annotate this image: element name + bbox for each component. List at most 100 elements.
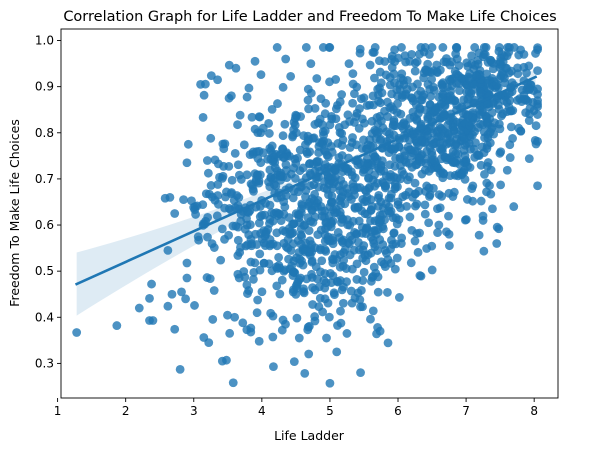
data-point bbox=[392, 107, 402, 117]
data-point bbox=[368, 306, 378, 316]
data-point bbox=[274, 252, 284, 262]
data-point bbox=[255, 265, 265, 275]
data-point bbox=[218, 171, 228, 181]
data-point bbox=[433, 228, 442, 237]
data-point bbox=[393, 200, 403, 210]
data-point bbox=[345, 220, 355, 230]
data-point bbox=[264, 177, 273, 187]
data-point bbox=[528, 98, 538, 107]
data-point bbox=[444, 188, 454, 198]
data-point bbox=[348, 79, 358, 89]
data-point bbox=[335, 207, 345, 217]
data-point bbox=[315, 138, 324, 147]
data-point bbox=[331, 114, 341, 124]
data-point bbox=[495, 124, 505, 134]
data-point bbox=[390, 161, 400, 171]
data-point bbox=[462, 87, 471, 97]
x-tick-label: 6 bbox=[394, 404, 402, 418]
data-point bbox=[177, 287, 186, 297]
data-point bbox=[252, 308, 262, 318]
data-point bbox=[336, 318, 346, 328]
data-point bbox=[258, 148, 268, 158]
data-point bbox=[356, 368, 365, 378]
data-point bbox=[332, 347, 342, 357]
data-point bbox=[273, 99, 282, 108]
data-point bbox=[374, 127, 384, 137]
data-point bbox=[328, 239, 338, 249]
data-point bbox=[356, 286, 366, 295]
data-point bbox=[413, 247, 423, 257]
data-point bbox=[293, 153, 302, 163]
data-point bbox=[272, 281, 282, 291]
data-point bbox=[304, 321, 314, 331]
data-point bbox=[206, 133, 216, 143]
data-point bbox=[346, 286, 356, 296]
data-point bbox=[313, 230, 323, 239]
data-point bbox=[179, 195, 188, 205]
data-point bbox=[289, 219, 299, 229]
data-point bbox=[361, 187, 371, 196]
data-point bbox=[233, 269, 243, 279]
data-point bbox=[423, 59, 433, 69]
data-point bbox=[463, 110, 473, 120]
data-point bbox=[343, 110, 353, 120]
data-point bbox=[393, 182, 402, 192]
data-point bbox=[344, 59, 354, 68]
data-point bbox=[254, 336, 264, 346]
data-point bbox=[474, 230, 484, 240]
data-point bbox=[213, 75, 222, 85]
data-point bbox=[202, 156, 212, 165]
data-point bbox=[443, 120, 452, 130]
data-point bbox=[352, 259, 362, 269]
data-point bbox=[347, 171, 357, 180]
data-point bbox=[416, 271, 426, 281]
data-point bbox=[341, 264, 351, 273]
data-point bbox=[310, 316, 320, 326]
data-point bbox=[375, 67, 385, 77]
data-point bbox=[203, 232, 212, 242]
data-point bbox=[305, 168, 315, 178]
data-point bbox=[206, 181, 216, 190]
data-point bbox=[227, 175, 237, 185]
data-point bbox=[190, 301, 199, 310]
data-point bbox=[407, 49, 417, 59]
data-point bbox=[281, 54, 291, 64]
data-point bbox=[301, 43, 311, 52]
data-point bbox=[362, 209, 372, 219]
data-point bbox=[344, 192, 354, 201]
data-point bbox=[383, 112, 392, 121]
data-point bbox=[331, 104, 341, 114]
data-point bbox=[167, 289, 177, 299]
data-point bbox=[494, 46, 504, 56]
data-point bbox=[400, 51, 410, 61]
data-point bbox=[249, 274, 258, 284]
data-point bbox=[382, 127, 392, 137]
data-point bbox=[412, 199, 422, 209]
data-point bbox=[312, 74, 322, 83]
data-point bbox=[281, 160, 291, 169]
plot-frame bbox=[60, 28, 559, 399]
y-axis: 0.3 0.4 0.5 0.6 0.7 0.8 0.9 1.0 bbox=[35, 34, 61, 370]
data-point bbox=[284, 254, 293, 264]
data-point bbox=[222, 355, 231, 365]
data-point bbox=[238, 318, 248, 328]
data-point bbox=[305, 198, 315, 207]
data-point bbox=[347, 298, 357, 308]
data-point bbox=[343, 164, 353, 174]
data-point bbox=[292, 111, 301, 121]
data-point bbox=[327, 191, 337, 201]
data-point bbox=[390, 264, 400, 274]
data-point bbox=[242, 325, 252, 335]
data-point bbox=[399, 119, 408, 129]
data-point bbox=[397, 43, 406, 52]
data-point bbox=[319, 183, 329, 193]
data-point bbox=[72, 328, 82, 337]
data-point bbox=[473, 150, 482, 160]
data-point bbox=[317, 211, 327, 221]
data-point bbox=[362, 196, 371, 206]
data-point bbox=[182, 158, 192, 168]
data-point bbox=[392, 253, 402, 263]
data-point bbox=[297, 232, 307, 241]
data-point bbox=[163, 301, 173, 311]
